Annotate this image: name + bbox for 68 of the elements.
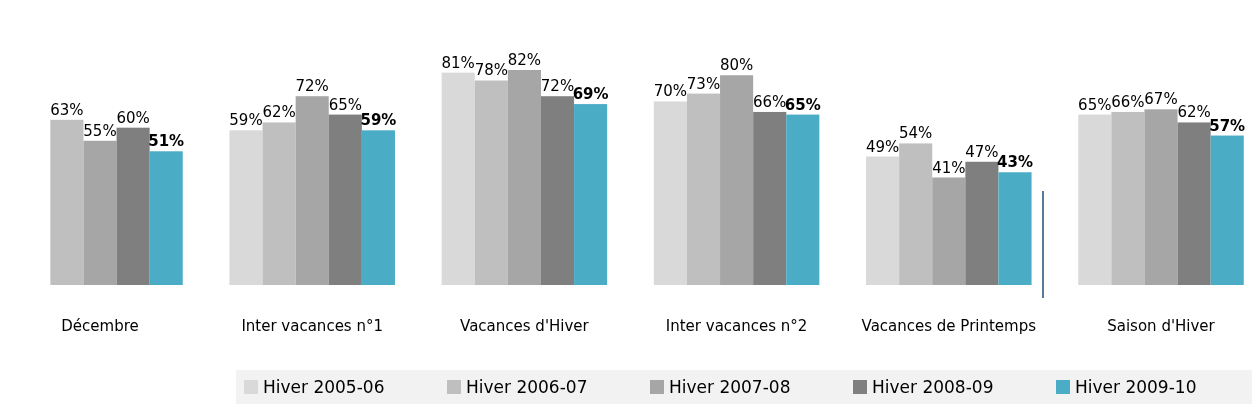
bar xyxy=(441,72,475,285)
bar xyxy=(116,127,150,285)
x-tick-label: Décembre xyxy=(61,317,139,335)
data-label: 41% xyxy=(932,158,966,177)
data-label: 62% xyxy=(1177,103,1211,122)
data-label: 80% xyxy=(719,56,754,75)
legend-label: Hiver 2007-08 xyxy=(669,377,791,397)
legend-label: Hiver 2005-06 xyxy=(263,377,385,397)
bar xyxy=(1078,114,1112,285)
data-label: 66% xyxy=(753,92,787,111)
bar xyxy=(507,70,541,285)
bar xyxy=(866,156,900,285)
data-label: 69% xyxy=(572,85,609,104)
bar xyxy=(899,143,933,285)
x-tick-label: Vacances de Printemps xyxy=(861,317,1037,335)
bar xyxy=(1177,122,1211,285)
bar xyxy=(998,172,1032,285)
bar xyxy=(328,114,362,285)
data-label: 57% xyxy=(1209,116,1246,135)
bar xyxy=(753,111,787,285)
bar xyxy=(720,75,754,285)
bar xyxy=(686,93,721,285)
data-label: 59% xyxy=(229,111,263,130)
data-label: 82% xyxy=(507,51,542,69)
bar xyxy=(1210,135,1244,285)
data-label: 49% xyxy=(865,137,900,156)
bar xyxy=(1144,109,1178,285)
bar xyxy=(474,80,508,285)
data-label: 78% xyxy=(474,61,508,80)
data-label: 70% xyxy=(653,82,688,101)
legend-label: Hiver 2008-09 xyxy=(872,377,994,397)
data-label: 54% xyxy=(899,124,933,143)
data-label: 51% xyxy=(148,132,185,151)
bar xyxy=(932,177,966,285)
data-label: 67% xyxy=(1144,90,1178,109)
x-tick-label: Saison d'Hiver xyxy=(1107,317,1216,335)
x-tick-label: Vacances d'Hiver xyxy=(460,317,590,335)
bar xyxy=(1111,111,1145,285)
bar xyxy=(262,122,296,285)
data-label: 72% xyxy=(295,77,329,96)
bar xyxy=(83,140,117,285)
data-label: 65% xyxy=(1078,95,1112,114)
data-label: 59% xyxy=(360,111,397,130)
bar xyxy=(229,130,263,285)
data-label: 66% xyxy=(1111,92,1145,111)
data-label: 62% xyxy=(262,103,296,122)
bar xyxy=(574,104,608,285)
legend-label: Hiver 2006-07 xyxy=(466,377,588,397)
x-tick-label: Inter vacances n°2 xyxy=(665,317,808,335)
data-label: 55% xyxy=(83,121,117,140)
data-label: 43% xyxy=(997,153,1033,172)
data-label: 65% xyxy=(328,95,362,114)
x-tick-label: Inter vacances n°1 xyxy=(241,317,384,335)
bar xyxy=(295,96,329,285)
data-label: 63% xyxy=(50,100,84,119)
data-label: 81% xyxy=(441,53,475,72)
bar xyxy=(965,161,999,285)
bar xyxy=(361,130,395,285)
bar xyxy=(50,119,84,285)
bar xyxy=(540,96,575,285)
data-label: 73% xyxy=(686,74,721,93)
bar xyxy=(653,101,687,285)
bar xyxy=(149,151,183,285)
bar xyxy=(786,114,820,285)
legend-label: Hiver 2009-10 xyxy=(1075,377,1197,397)
data-label: 65% xyxy=(784,95,821,114)
data-label: 47% xyxy=(965,142,999,161)
data-label: 60% xyxy=(116,108,150,127)
